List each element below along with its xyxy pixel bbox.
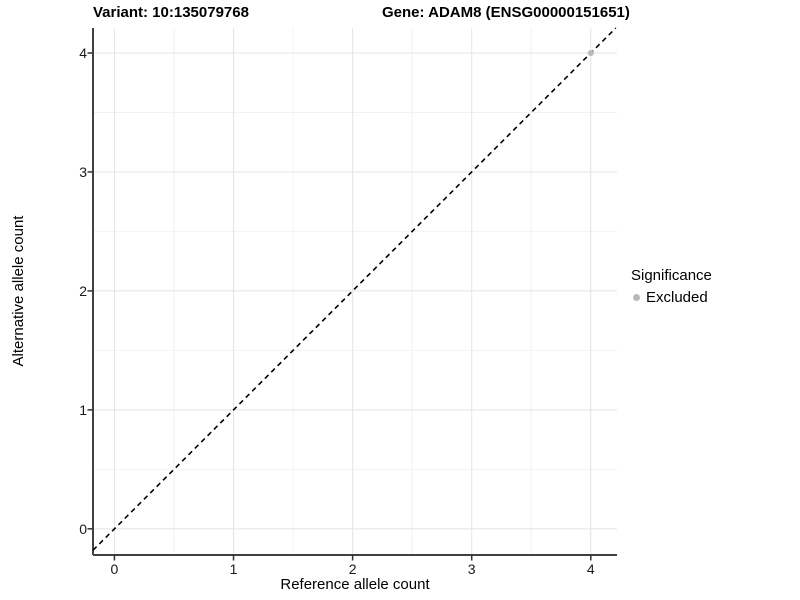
x-axis-label: Reference allele count — [280, 576, 430, 593]
x-tick-label: 4 — [586, 561, 595, 577]
legend-entry-label: Excluded — [646, 289, 708, 306]
x-tick-label: 0 — [110, 561, 119, 577]
chart-title-gene: Gene: ADAM8 (ENSG00000151651) — [382, 4, 630, 21]
data-point-excluded — [587, 49, 594, 56]
chart-title-variant: Variant: 10:135079768 — [93, 4, 249, 21]
x-axis-ticks: 0 1 2 3 4 — [93, 561, 617, 579]
legend-entries: Excluded — [631, 289, 799, 306]
y-tick-label: 2 — [79, 282, 87, 299]
x-tick-label: 2 — [348, 561, 357, 577]
y-axis-ticks: 0 1 2 3 4 — [0, 28, 93, 555]
plot-canvas — [87, 27, 617, 561]
y-tick-label: 1 — [79, 401, 87, 418]
identity-line — [92, 27, 617, 551]
x-tick-label: 1 — [229, 561, 238, 577]
plot-panel — [87, 27, 617, 561]
x-tick-label: 3 — [467, 561, 476, 577]
legend-marker-icon — [633, 294, 640, 301]
legend-entry: Excluded — [631, 289, 799, 306]
legend-title: Significance — [631, 267, 712, 284]
legend: Significance Excluded — [631, 267, 799, 306]
y-tick-label: 4 — [79, 44, 87, 61]
y-tick-label: 3 — [79, 163, 87, 180]
y-tick-label: 0 — [79, 520, 87, 537]
